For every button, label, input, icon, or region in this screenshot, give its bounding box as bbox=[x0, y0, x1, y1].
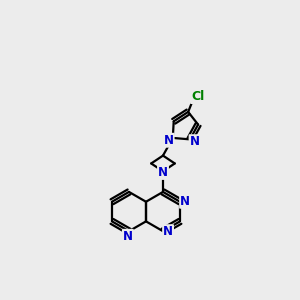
Text: N: N bbox=[190, 135, 200, 148]
Text: N: N bbox=[180, 195, 190, 208]
Text: N: N bbox=[158, 166, 168, 179]
Text: N: N bbox=[163, 225, 173, 238]
Text: Cl: Cl bbox=[191, 90, 204, 103]
Text: N: N bbox=[123, 230, 133, 243]
Text: N: N bbox=[164, 134, 174, 147]
